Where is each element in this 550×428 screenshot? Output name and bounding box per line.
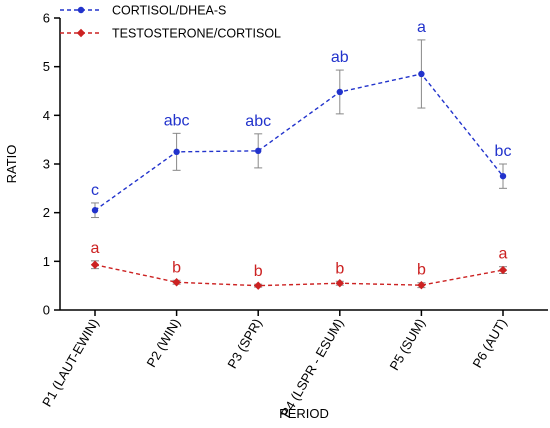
data-point: [254, 281, 263, 290]
x-tick-label: P6 (AUT): [470, 316, 510, 370]
significance-label: ab: [331, 49, 349, 66]
x-axis-title: PERIOD: [279, 406, 329, 421]
significance-label: b: [335, 260, 344, 277]
data-point: [172, 278, 181, 287]
legend-marker: [76, 28, 86, 38]
data-point: [418, 70, 425, 78]
y-axis-title: RATIO: [4, 145, 19, 184]
y-tick-label: 6: [43, 11, 50, 26]
data-point: [173, 148, 180, 156]
x-tick-label: P5 (SUM): [386, 316, 428, 373]
y-tick-label: 0: [43, 303, 50, 318]
x-tick-label: P4 (LSPR - ESUM): [278, 316, 347, 420]
legend-item-1: CORTISOL/DHEA-S: [60, 4, 226, 18]
significance-label: a: [91, 240, 100, 257]
y-ticks: 0 1 2 3 4 5 6: [43, 11, 60, 318]
y-tick-label: 2: [43, 205, 50, 220]
significance-label: a: [417, 19, 426, 36]
significance-label: b: [172, 259, 181, 276]
data-point: [336, 88, 343, 96]
significance-label: b: [254, 263, 263, 280]
series-line: [94, 73, 504, 211]
x-tick-label: P3 (SPR): [224, 316, 264, 371]
significance-label: bc: [495, 143, 512, 160]
data-point: [417, 280, 426, 290]
series-2: a b b b b a: [91, 240, 508, 290]
legend-label: CORTISOL/DHEA-S: [112, 4, 226, 18]
legend-label: TESTOSTERONE/CORTISOL: [112, 27, 281, 41]
data-point: [335, 279, 344, 288]
data-point: [91, 207, 99, 214]
x-tick-label: P2 (WIN): [143, 316, 183, 370]
y-tick-label: 1: [43, 254, 50, 269]
y-tick-label: 5: [43, 59, 50, 74]
legend-marker: [77, 6, 85, 14]
data-point: [498, 265, 508, 275]
y-tick-label: 4: [43, 108, 50, 123]
significance-label: a: [499, 246, 508, 263]
significance-label: c: [91, 182, 99, 199]
x-ticks: P1 (LAUT-EWIN) P2 (WIN) P3 (SPR) P4 (LSPR -…: [39, 310, 510, 420]
significance-label: abc: [245, 113, 271, 130]
legend: CORTISOL/DHEA-S TESTOSTERONE/CORTISOL: [60, 4, 281, 41]
significance-label: abc: [164, 112, 190, 129]
significance-label: b: [417, 262, 426, 279]
series-line: [94, 264, 504, 287]
legend-item-2: TESTOSTERONE/CORTISOL: [60, 27, 281, 41]
x-axis: P1 (LAUT-EWIN) P2 (WIN) P3 (SPR) P4 (LSPR -…: [39, 309, 548, 421]
x-tick-label: P1 (LAUT-EWIN): [39, 316, 101, 409]
data-point: [499, 172, 507, 180]
y-tick-label: 3: [43, 157, 50, 172]
data-point: [90, 260, 100, 269]
data-point: [255, 147, 262, 155]
y-axis: 0 1 2 3 4 5 6 RATIO: [4, 11, 61, 318]
